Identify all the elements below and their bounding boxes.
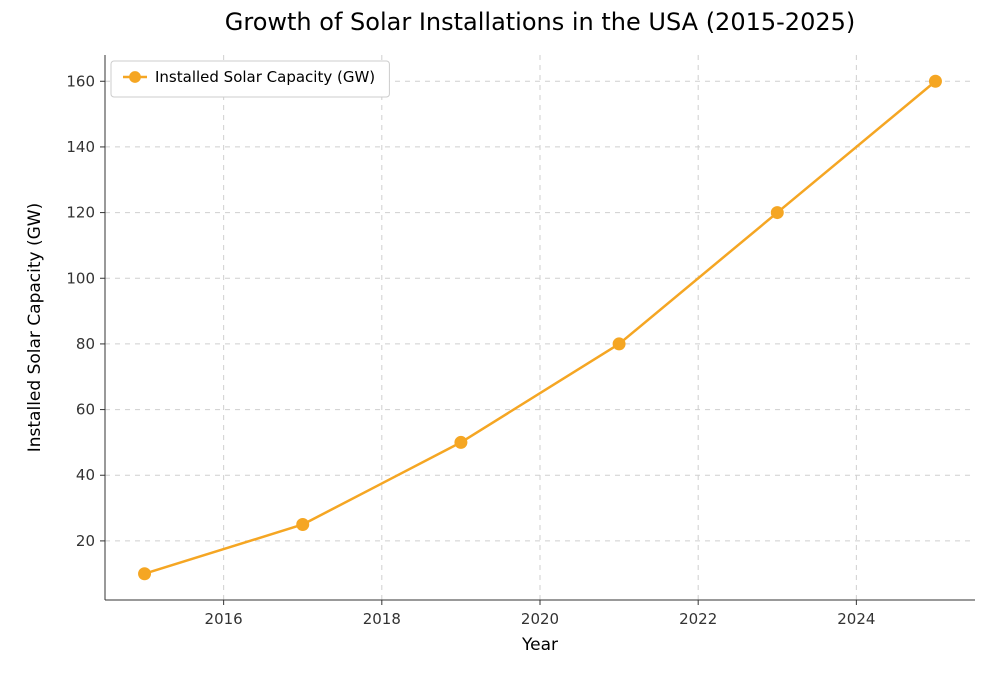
y-tick-label: 160 <box>66 72 95 90</box>
series-marker-0 <box>139 568 151 580</box>
legend-marker-icon <box>130 72 141 83</box>
x-tick-label: 2020 <box>521 610 559 628</box>
series-marker-0 <box>929 75 941 87</box>
y-tick-label: 140 <box>66 138 95 156</box>
x-tick-label: 2018 <box>363 610 401 628</box>
y-axis-label: Installed Solar Capacity (GW) <box>25 203 45 453</box>
chart-container: 2016 2018 2020 2022 2024 20 40 60 80 100 120 140 160… <box>0 0 1000 678</box>
y-tick-label: 120 <box>66 204 95 222</box>
series-marker-0 <box>455 436 467 448</box>
x-tick-label: 2022 <box>679 610 717 628</box>
series-marker-0 <box>297 518 309 530</box>
x-axis-label: Year <box>521 635 558 655</box>
y-tick-label: 20 <box>76 532 95 550</box>
y-tick-label: 80 <box>76 335 95 353</box>
x-tick-label: 2016 <box>205 610 243 628</box>
x-tick-label: 2024 <box>837 610 875 628</box>
y-tick-label: 100 <box>66 269 95 287</box>
series-marker-0 <box>613 338 625 350</box>
series-marker-0 <box>771 207 783 219</box>
chart-title: Growth of Solar Installations in the USA… <box>225 8 855 36</box>
y-tick-label: 40 <box>76 466 95 484</box>
line-chart: 2016 2018 2020 2022 2024 20 40 60 80 100 120 140 160… <box>0 0 1000 678</box>
legend-label: Installed Solar Capacity (GW) <box>155 68 375 86</box>
y-tick-label: 60 <box>76 401 95 419</box>
